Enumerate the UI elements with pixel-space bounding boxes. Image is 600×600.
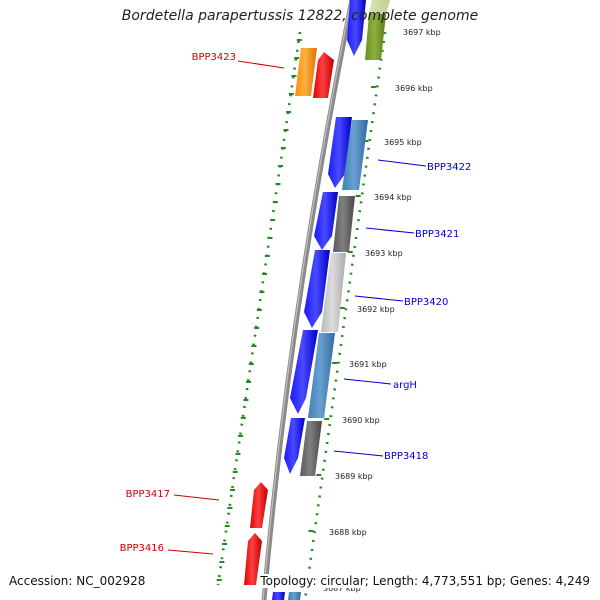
gene-arrow	[250, 482, 268, 528]
scale-label: 3694 kbp	[374, 193, 412, 202]
gene-arrow	[304, 250, 330, 328]
genome-summary: Topology: circular; Length: 4,773,551 bp…	[258, 574, 590, 588]
outer-dotted-ring	[216, 31, 387, 600]
scale-label: 3695 kbp	[384, 138, 422, 147]
scale-label: 3689 kbp	[335, 472, 373, 481]
scale-labels: 3697 kbp 3696 kbp 3695 kbp 3694 kbp 3693…	[323, 28, 441, 593]
gene-block	[342, 120, 368, 190]
gene-block	[321, 253, 346, 332]
gene-track	[244, 0, 390, 600]
gene-arrow	[328, 117, 352, 188]
gene-label-bpp3417: BPP3417	[126, 489, 170, 500]
gene-label-bpp3423: BPP3423	[192, 52, 236, 63]
backbone-highlight	[262, 0, 352, 600]
scale-label: 3696 kbp	[395, 84, 433, 93]
gene-arrow	[314, 192, 338, 250]
map-title: Bordetella parapertussis 12822, complete…	[121, 8, 479, 24]
gene-block	[365, 14, 386, 60]
gene-label-bpp3418: BPP3418	[384, 451, 428, 462]
gene-arrow	[284, 418, 305, 474]
backbone-arc	[261, 0, 355, 600]
scale-label: 3697 kbp	[403, 28, 441, 37]
gene-label-bpp3422: BPP3422	[427, 162, 471, 173]
label-leaders	[167, 60, 427, 555]
gene-arrow	[313, 52, 334, 98]
gene-arrow	[347, 0, 366, 56]
gene-labels: BPP3423 BPP3422 BPP3421 BPP3420 argH BPP…	[120, 52, 472, 554]
gene-label-bpp3420: BPP3420	[404, 297, 448, 308]
scale-label: 3693 kbp	[365, 249, 403, 258]
scale-label: 3688 kbp	[329, 528, 367, 537]
gene-block	[295, 48, 317, 96]
gene-block	[272, 592, 285, 600]
scale-label: 3692 kbp	[357, 305, 395, 314]
gene-label-bpp3421: BPP3421	[415, 229, 459, 240]
gene-block	[288, 592, 301, 600]
gene-label-bpp3416: BPP3416	[120, 543, 164, 554]
scale-label: 3687 kbp	[323, 584, 361, 593]
gene-block	[300, 421, 322, 476]
gene-arrow	[290, 330, 318, 414]
accession-label: Accession: NC_002928	[9, 574, 146, 588]
gene-block	[333, 196, 355, 252]
gene-block	[308, 333, 335, 418]
scale-label: 3691 kbp	[349, 360, 387, 369]
scale-label: 3690 kbp	[342, 416, 380, 425]
gene-arrow	[244, 533, 262, 585]
gene-block	[369, 0, 390, 14]
gene-label-argh: argH	[393, 380, 417, 391]
